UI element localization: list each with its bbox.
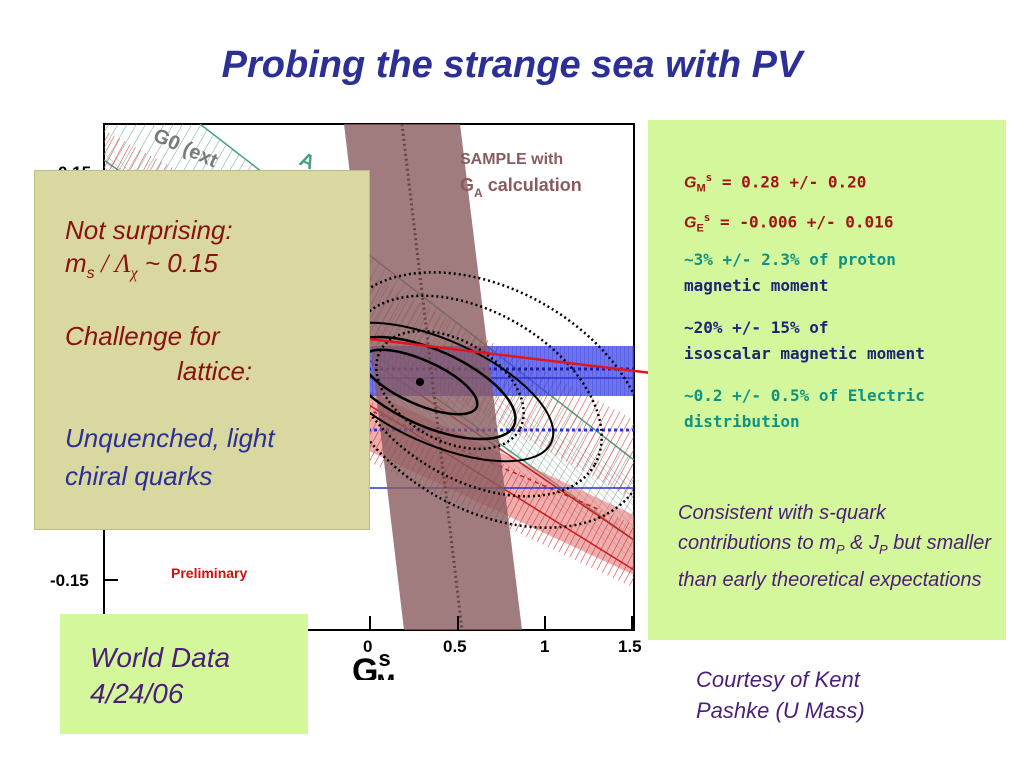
not-surprising-line: Not surprising: <box>65 215 233 245</box>
not-surprising-box: Not surprising: ms / Λχ ~ 0.15 Challenge… <box>34 170 370 530</box>
x-tick-2: 1 <box>540 637 549 656</box>
lattice-line: lattice: <box>177 356 253 386</box>
proton-moment-l1: ~3% +/- 2.3% of proton <box>684 250 896 269</box>
isoscalar-l1: ~20% +/- 15% of <box>684 318 829 337</box>
ge-result: GEs = -0.006 +/- 0.016 <box>684 211 894 235</box>
results-box: GMs = 0.28 +/- 0.20 GEs = -0.006 +/- 0.0… <box>648 120 1006 640</box>
courtesy-text: Courtesy of Kent Pashke (U Mass) <box>696 664 996 726</box>
courtesy-line2: Pashke (U Mass) <box>696 698 865 723</box>
x-axis-label: GsM <box>352 646 395 680</box>
x-tick-3: 1.5 <box>618 637 642 656</box>
chiral-quarks-line: chiral quarks <box>65 461 213 491</box>
slide-title: Probing the strange sea with PV <box>221 44 803 86</box>
contour-dotted-1 <box>375 329 525 451</box>
challenge-line: Challenge for <box>65 321 220 351</box>
courtesy-line1: Courtesy of Kent <box>696 667 860 692</box>
consistent-text: Consistent with s-quark contributions to… <box>678 502 992 591</box>
ms-ratio-line: ms / Λχ ~ 0.15 <box>65 248 218 283</box>
unquenched-line: Unquenched, light <box>65 423 275 453</box>
x-tick-0: 0 <box>363 637 372 656</box>
sample-band <box>344 124 522 630</box>
world-data-label: World Data <box>90 642 231 673</box>
electric-l1: ~0.2 +/- 0.5% of Electric <box>684 386 925 405</box>
sample-label-2: GA calculation <box>460 175 582 200</box>
electric-l2: distribution <box>684 412 800 431</box>
preliminary-label: Preliminary <box>171 565 247 581</box>
sample-label-1: SAMPLE with <box>460 151 563 168</box>
world-data-box: World Data 4/24/06 <box>60 614 308 734</box>
isoscalar-l2: isoscalar magnetic moment <box>684 344 925 363</box>
gm-result: GMs = 0.28 +/- 0.20 <box>684 171 867 195</box>
world-data-date: 4/24/06 <box>90 678 184 709</box>
proton-moment-l2: magnetic moment <box>684 276 829 295</box>
x-tick-1: 0.5 <box>443 637 467 656</box>
y-tick-bottom: -0.15 <box>50 571 89 590</box>
